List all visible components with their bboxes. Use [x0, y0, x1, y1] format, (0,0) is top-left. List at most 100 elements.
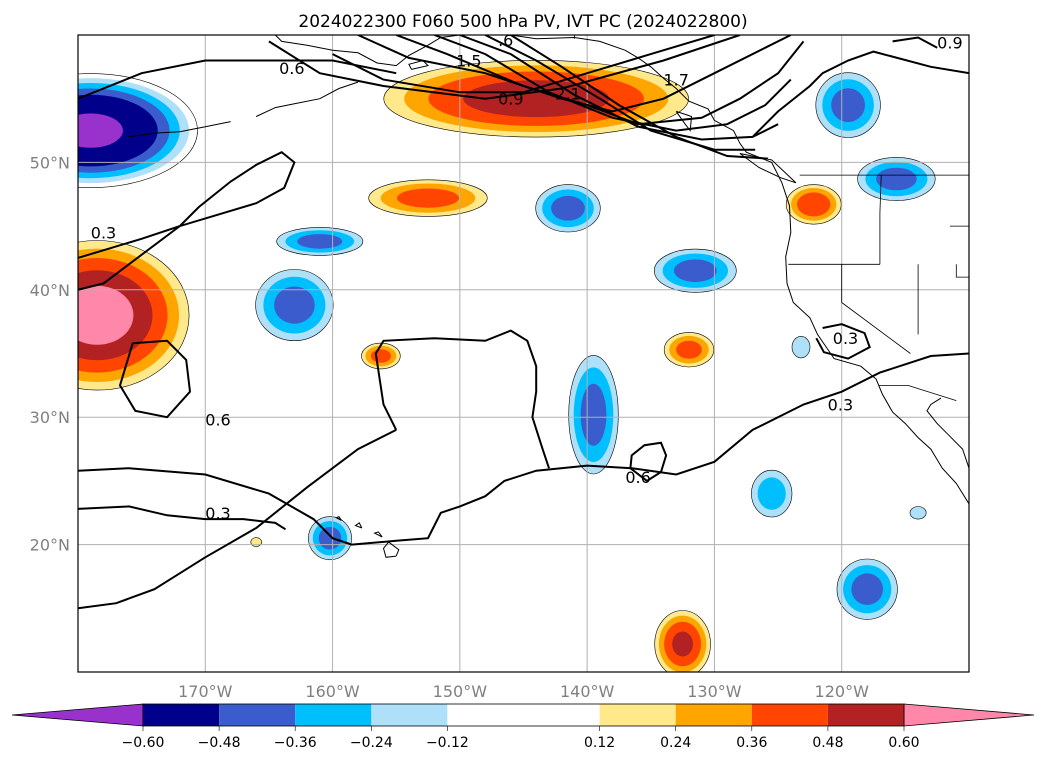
- island-outline: [128, 121, 231, 138]
- pv-anomaly: [568, 355, 619, 475]
- contour-label: .6: [498, 31, 513, 50]
- ivt-contour: [332, 35, 715, 94]
- pv-anomaly: [276, 227, 364, 256]
- colorbar-tick-label: −0.12: [426, 735, 469, 751]
- political-borders: [574, 35, 969, 401]
- ivt-contour: [395, 35, 805, 126]
- pv-anomaly-level: [580, 383, 607, 446]
- longitude-tick-label: 150°W: [433, 682, 488, 701]
- pv-anomaly-level: [250, 537, 262, 547]
- island-outline: [373, 531, 383, 538]
- ivt-contour: [374, 329, 550, 469]
- pv-anomaly-level: [757, 477, 786, 510]
- border-line: [955, 264, 969, 278]
- contour-label: 0.3: [833, 329, 858, 348]
- longitude-tick-label: 120°W: [815, 682, 870, 701]
- ivt-contour: [78, 505, 287, 531]
- colorbar-tick-label: 0.36: [736, 735, 767, 751]
- pv-anomaly-level: [909, 506, 927, 520]
- colorbar-bin: [219, 704, 296, 726]
- ivt-contour: [357, 35, 792, 113]
- colorbar-bin: [371, 704, 448, 726]
- longitude-tick-labels: 170°W 160°W 150°W 140°W 130°W 120°W: [178, 682, 869, 701]
- contour-label: 0.6: [205, 411, 230, 430]
- pv-anomaly-level: [463, 80, 610, 118]
- pv-anomaly-level: [78, 285, 134, 345]
- pv-anomaly-level: [274, 286, 315, 324]
- colorbar-tick-label: −0.48: [198, 735, 241, 751]
- coastline: [274, 35, 460, 67]
- ivt-contour: [78, 467, 436, 546]
- contour-labels: 0.3 0.6 0.3 0.6 0.3 0.3 0.6 1.5 0.9 2.1 1.7 0.9 .6: [91, 31, 963, 523]
- contour-label: 0.9: [498, 90, 523, 109]
- colorbar-under-extension: [11, 703, 144, 727]
- colorbar-tick-label: −0.60: [122, 735, 165, 751]
- colorbar-tick-label: −0.36: [274, 735, 317, 751]
- pv-anomaly: [654, 610, 711, 672]
- pv-anomaly-level: [297, 234, 343, 249]
- ivt-contour: [892, 36, 938, 49]
- colorbar-bin: [599, 704, 676, 726]
- latitude-tick-label: 30°N: [30, 408, 70, 427]
- pv-anomaly: [751, 469, 793, 518]
- colorbar-tick-label: −0.24: [350, 735, 393, 751]
- island-outline: [354, 522, 363, 529]
- longitude-tick-label: 140°W: [560, 682, 615, 701]
- colorbar-bin: [143, 704, 220, 726]
- pv-anomaly-level: [318, 526, 342, 550]
- ivt-contour: [433, 352, 969, 526]
- colorbar-frame: [142, 703, 905, 727]
- pv-anomaly: [308, 516, 352, 561]
- colorbar-bin: [295, 704, 372, 726]
- pv-anomaly-level: [831, 88, 865, 122]
- colorbar-bin: [675, 704, 752, 726]
- colorbar-tick-label: 0.48: [812, 735, 843, 751]
- colorbar-bin: [827, 704, 904, 726]
- contour-label: 1.7: [663, 71, 688, 90]
- contour-label: 0.3: [828, 396, 853, 415]
- colorbar-over-extension: [903, 703, 1035, 727]
- pv-anomaly-level: [672, 631, 693, 657]
- island-outline: [382, 541, 400, 558]
- graticule: [78, 35, 969, 672]
- ivt-contour: [629, 441, 668, 482]
- map-background: [78, 35, 969, 672]
- colorbar-bin: [447, 704, 600, 726]
- pv-anomaly: [836, 558, 898, 620]
- border-line: [879, 175, 882, 265]
- colorbar-tick-label: 0.24: [660, 735, 691, 751]
- pv-anomaly: [368, 179, 488, 217]
- coastline: [926, 397, 969, 469]
- ivt-contour: [434, 35, 792, 132]
- contour-label: 0.6: [625, 468, 650, 487]
- coastline: [510, 35, 969, 505]
- latitude-tick-label: 40°N: [30, 281, 70, 300]
- contour-label: 0.3: [91, 224, 116, 243]
- pv-anomaly: [250, 537, 262, 547]
- longitude-tick-label: 130°W: [687, 682, 742, 701]
- colorbar: −0.60 −0.48 −0.36 −0.24 −0.12 0.12 0.24 0.36 0.4…: [11, 703, 1035, 751]
- ivt-contour: [78, 151, 296, 291]
- contour-label: 1.5: [456, 52, 481, 71]
- pv-anomaly-level: [676, 340, 702, 359]
- pv-anomaly-level: [876, 167, 917, 191]
- pv-anomaly: [78, 73, 198, 188]
- latitude-tick-label: 50°N: [30, 153, 70, 172]
- contour-label: 0.6: [279, 59, 304, 78]
- colorbar-bin: [751, 704, 828, 726]
- longitude-tick-label: 170°W: [178, 682, 233, 701]
- island-outline: [255, 81, 359, 117]
- latitude-tick-label: 20°N: [30, 536, 70, 555]
- contour-label: 0.3: [205, 504, 230, 523]
- pv-anomaly: [535, 184, 601, 233]
- pv-anomaly: [255, 269, 334, 341]
- ivt-contour: [510, 35, 768, 160]
- ivt-contours: [78, 35, 969, 610]
- pv-anomaly: [815, 72, 881, 138]
- pv-anomaly: [791, 336, 811, 359]
- pv-anomaly-level: [551, 195, 585, 221]
- ivt-contour: [751, 50, 969, 138]
- pv-anomaly-level: [370, 349, 391, 363]
- latitude-tick-labels: 20°N 30°N 40°N 50°N: [30, 153, 70, 554]
